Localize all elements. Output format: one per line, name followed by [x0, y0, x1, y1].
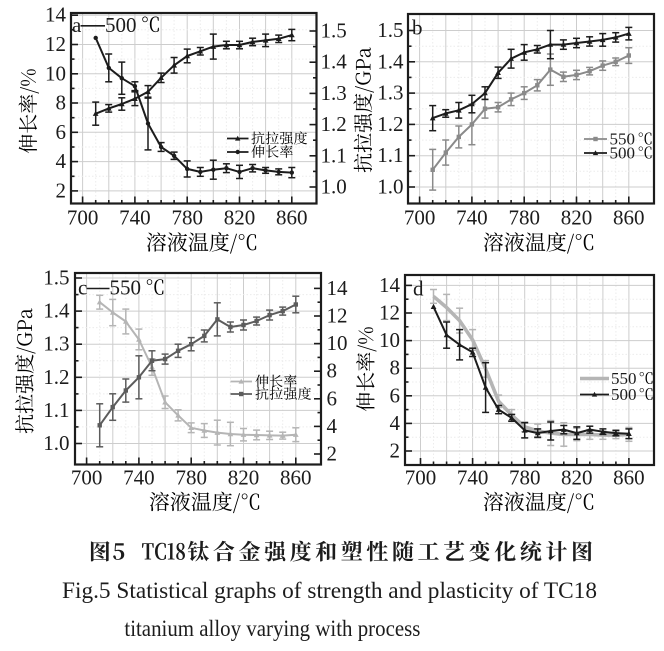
svg-text:1.3: 1.3: [43, 332, 69, 356]
svg-text:titanium alloy varying with pr: titanium alloy varying with process: [124, 616, 420, 642]
svg-text:740: 740: [119, 206, 151, 230]
svg-text:700: 700: [71, 466, 103, 490]
svg-text:10: 10: [45, 61, 66, 85]
svg-text:1.4: 1.4: [43, 299, 70, 323]
svg-text:1.2: 1.2: [43, 365, 69, 389]
svg-text:1.5: 1.5: [43, 266, 69, 290]
svg-text:500: 500: [611, 385, 637, 404]
svg-text:860: 860: [280, 466, 312, 490]
svg-text:2: 2: [327, 442, 338, 466]
svg-text:780: 780: [175, 466, 207, 490]
svg-text:860: 860: [613, 206, 645, 230]
svg-text:8: 8: [327, 359, 338, 383]
svg-text:1.3: 1.3: [321, 81, 347, 105]
svg-text:1.4: 1.4: [377, 49, 404, 73]
svg-text:740: 740: [457, 466, 489, 490]
svg-text:820: 820: [228, 466, 260, 490]
svg-text:8: 8: [56, 91, 67, 115]
svg-text:1.3: 1.3: [377, 81, 403, 105]
svg-text:6: 6: [390, 383, 401, 407]
svg-text:Fig.5 Statistical graphs of s: Fig.5 Statistical graphs of strength and…: [62, 578, 597, 604]
svg-text:12: 12: [327, 304, 348, 328]
svg-text:1.2: 1.2: [321, 112, 347, 136]
svg-text:550: 550: [610, 129, 636, 148]
svg-text:10: 10: [379, 328, 400, 352]
svg-text:b: b: [412, 16, 423, 40]
svg-text:550: 550: [110, 276, 142, 300]
svg-text:12: 12: [379, 301, 400, 325]
svg-text:1.1: 1.1: [377, 143, 403, 167]
svg-text:1.1: 1.1: [43, 398, 69, 422]
svg-text:a: a: [72, 13, 82, 37]
svg-text:1.5: 1.5: [377, 18, 403, 42]
svg-text:1.4: 1.4: [321, 50, 348, 74]
svg-text:4: 4: [327, 414, 338, 438]
svg-text:8: 8: [390, 356, 401, 380]
svg-text:700: 700: [67, 206, 99, 230]
svg-text:700: 700: [405, 466, 437, 490]
svg-text:860: 860: [613, 466, 645, 490]
svg-text:2: 2: [56, 178, 67, 202]
svg-text:780: 780: [508, 206, 540, 230]
svg-text:12: 12: [45, 32, 66, 56]
svg-text:6: 6: [327, 386, 338, 410]
svg-text:4: 4: [56, 149, 67, 173]
svg-text:14: 14: [45, 3, 67, 27]
svg-text:780: 780: [171, 206, 203, 230]
svg-text:500: 500: [105, 13, 137, 37]
svg-text:500: 500: [610, 143, 636, 162]
svg-text:4: 4: [390, 411, 401, 435]
svg-text:700: 700: [404, 206, 436, 230]
svg-text:860: 860: [276, 206, 308, 230]
svg-text:2: 2: [390, 439, 401, 463]
svg-text:10: 10: [327, 331, 348, 355]
svg-text:1.5: 1.5: [321, 19, 347, 43]
svg-text:1.0: 1.0: [43, 431, 69, 455]
svg-text:c: c: [78, 276, 87, 300]
svg-text:6: 6: [56, 120, 67, 144]
svg-text:780: 780: [509, 466, 541, 490]
svg-text:820: 820: [561, 466, 593, 490]
svg-text:740: 740: [456, 206, 488, 230]
svg-text:1.0: 1.0: [377, 175, 403, 199]
svg-text:1.2: 1.2: [377, 112, 403, 136]
svg-text:1.1: 1.1: [321, 143, 347, 167]
svg-text:14: 14: [327, 276, 349, 300]
svg-text:550: 550: [611, 369, 637, 388]
svg-text:1.0: 1.0: [321, 175, 347, 199]
svg-text:740: 740: [123, 466, 155, 490]
svg-text:820: 820: [224, 206, 256, 230]
svg-text:14: 14: [379, 273, 401, 297]
svg-text:820: 820: [561, 206, 593, 230]
svg-text:d: d: [413, 277, 424, 301]
